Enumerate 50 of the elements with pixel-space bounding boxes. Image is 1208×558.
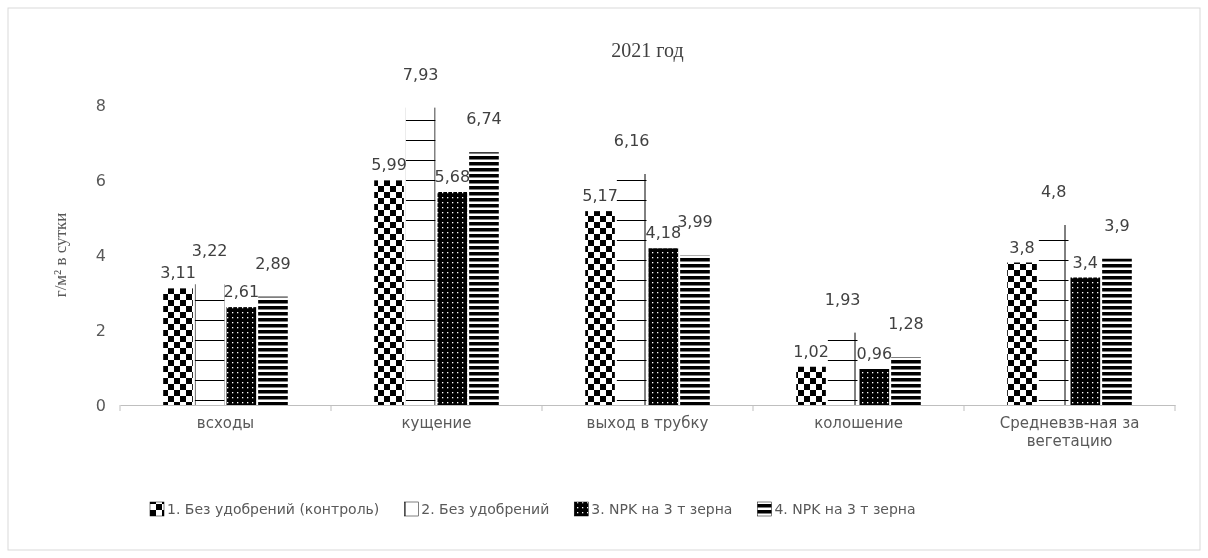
data-label: 2,61 (223, 282, 260, 302)
bar (859, 369, 890, 405)
data-label: 5,17 (582, 186, 618, 206)
data-label: 3,8 (1009, 237, 1035, 257)
bar (374, 180, 404, 405)
bar (1070, 277, 1101, 405)
legend-label: 2. Без удобрений (421, 501, 550, 517)
x-tick-label: колошение (814, 413, 903, 432)
legend-label: 4. NPK на 3 т зерна (774, 501, 916, 517)
data-label: 3,11 (160, 263, 196, 283)
data-label: 4,8 (1040, 182, 1067, 201)
data-label: 5,68 (434, 167, 471, 186)
data-label: 2,89 (255, 253, 291, 273)
x-tick-label: всходы (196, 413, 255, 432)
bar (585, 211, 615, 405)
bar (405, 107, 436, 405)
y-tick-label: 6 (95, 170, 106, 190)
bar (891, 357, 921, 405)
chart-title: 2021 год (611, 39, 684, 62)
bar (437, 192, 468, 405)
bar (226, 307, 257, 405)
data-label: 5,99 (371, 155, 407, 175)
x-tick-label: кущение (401, 413, 472, 432)
data-label: 6,74 (466, 109, 502, 129)
bar (194, 284, 225, 405)
y-tick-label: 8 (95, 95, 106, 115)
data-label: 3,4 (1072, 252, 1099, 272)
data-label: 3,22 (191, 241, 228, 261)
data-label: 7,93 (402, 64, 439, 84)
bar (258, 296, 288, 405)
data-label: 3,9 (1104, 215, 1130, 235)
data-label: 6,16 (613, 131, 650, 150)
bar (796, 366, 826, 405)
y-tick-label: 2 (95, 320, 106, 340)
x-tick-label: Средневзв-ная за вегетацию (999, 413, 1140, 450)
bar (1007, 262, 1037, 405)
bar (469, 152, 499, 405)
legend-label: 1. Без удобрений (контроль) (167, 501, 380, 517)
bar (1102, 258, 1132, 405)
bar (680, 255, 710, 405)
data-label: 1,93 (824, 289, 861, 309)
y-tick-label: 0 (95, 395, 106, 415)
legend-label: 3. NPK на 3 т зерна (591, 501, 733, 517)
y-tick-label: 4 (95, 245, 106, 265)
data-label: 0,96 (856, 344, 893, 363)
y-axis-title: г/м² в сутки (51, 212, 70, 298)
bar (648, 248, 679, 405)
x-tick-label: выход в трубку (586, 413, 709, 432)
data-label: 1,28 (888, 314, 924, 333)
data-label: 1,02 (793, 341, 829, 361)
